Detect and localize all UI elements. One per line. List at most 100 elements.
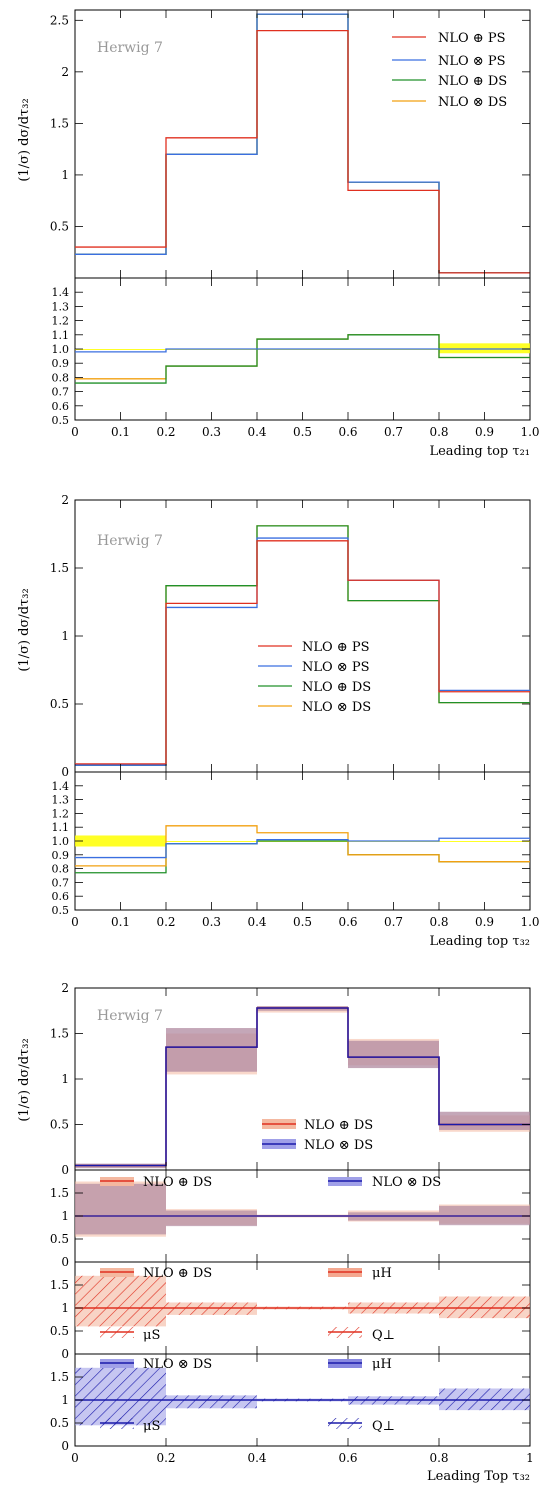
p2-xtick-label: 0.4 — [247, 915, 266, 929]
p2-xtick-label: 0 — [71, 915, 79, 929]
p3-ratio3-ytick-label: 0.5 — [50, 1416, 69, 1430]
panel-1-watermark: Herwig 7 — [97, 40, 163, 56]
p2-main-ytick-label: 0 — [61, 765, 69, 779]
p1-xtick-label: 0.9 — [475, 425, 494, 439]
p2-xtick-label: 0.3 — [202, 915, 221, 929]
p1-xtick-label: 0.2 — [156, 425, 175, 439]
panel-3-watermark: Herwig 7 — [97, 1008, 163, 1024]
p1-xtick-label: 0.3 — [202, 425, 221, 439]
p3-ratio1-ytick-label: 0.5 — [50, 1232, 69, 1246]
p1-xtick-label: 0.5 — [293, 425, 312, 439]
panel-2-ratio-series — [75, 825, 530, 874]
ratio1-band-otimes-1 — [166, 1210, 257, 1227]
legend-label-nlo-otimes-ps: NLO ⊗ PS — [302, 660, 369, 675]
p2-xtick-label: 0.6 — [338, 915, 357, 929]
p1-xtick-label: 0.7 — [384, 425, 403, 439]
p1-xtick-label: 0.1 — [111, 425, 130, 439]
panel-3-ratio1-series — [75, 1181, 530, 1237]
p2-xtick-label: 0.7 — [384, 915, 403, 929]
p3-ratio1-ytick-label: 0 — [61, 1255, 69, 1269]
p3-ratio2-ytick-label: 1.5 — [50, 1278, 69, 1292]
p1-main-ytick-label: 1.5 — [50, 116, 69, 130]
panel-2-x-axis-label: Leading top τ₃₂ — [429, 934, 530, 949]
panel-3-x-axis-label: Leading Top τ₃₂ — [427, 1469, 530, 1484]
p2-ratio-ytick-label: 0.6 — [52, 890, 70, 903]
p2-ratio-ytick-label: 1.0 — [52, 835, 70, 848]
p3-ratio2-ytick-label: 0.5 — [50, 1324, 69, 1338]
p3-main-ytick-label: 0 — [61, 1163, 69, 1177]
p3-xtick-label: 0.4 — [247, 1451, 266, 1465]
p2-ratio-ytick-label: 1.2 — [52, 807, 70, 820]
p2-main-ytick-label: 0.5 — [50, 697, 69, 711]
ratio1-band-otimes-0 — [75, 1183, 166, 1235]
panel-3-main-series — [75, 1006, 530, 1169]
p1-main-ytick-label: 2.5 — [50, 13, 69, 27]
p1-ratio-ytick-label: 0.6 — [52, 400, 70, 413]
legend-label-nlo-oplus-ds: NLO ⊕ DS — [304, 1118, 373, 1133]
ratio3-title: NLO ⊗ DS — [143, 1357, 212, 1372]
ratio2-mus-label: μS — [143, 1328, 160, 1343]
p1-xtick-label: 0.8 — [429, 425, 448, 439]
p3-ratio3-ytick-label: 0 — [61, 1439, 69, 1453]
panel-2-watermark: Herwig 7 — [97, 533, 163, 549]
p3-ratio1-ytick-label: 1.5 — [50, 1186, 69, 1200]
panel-3-legend: NLO ⊕ DS NLO ⊗ DS NLO ⊕ DS NLO ⊗ DS NLO … — [100, 1118, 441, 1434]
p1-ratio-ytick-label: 0.5 — [52, 414, 70, 427]
panel-3-ratio2-series — [75, 1275, 530, 1327]
p2-ratio-ytick-label: 0.8 — [52, 863, 70, 876]
ratio2-muh-label: μH — [372, 1266, 392, 1281]
p2-xtick-label: 0.2 — [156, 915, 175, 929]
legend-label-nlo-oplus-ps: NLO ⊕ PS — [302, 640, 369, 655]
ratio-band-4 — [439, 841, 530, 842]
panel-1-y-axis-label: (1/σ) dσ/dτ₃₂ — [17, 98, 32, 181]
legend-label-nlo-otimes-ds: NLO ⊗ DS — [438, 95, 507, 110]
ratio1-label-otimes: NLO ⊗ DS — [372, 1175, 441, 1190]
p1-ratio-ytick-label: 1.3 — [52, 300, 70, 313]
band-nlo-otimes-ds-1 — [166, 1028, 257, 1072]
legend-label-nlo-otimes-ps: NLO ⊗ PS — [438, 54, 505, 69]
band-nlo-otimes-ds-3 — [348, 1040, 439, 1069]
p3-xtick-label: 0.2 — [156, 1451, 175, 1465]
p2-main-ytick-label: 1.5 — [50, 561, 69, 575]
ratio-blue — [75, 837, 530, 859]
p3-xtick-label: 1 — [526, 1451, 534, 1465]
p1-xtick-label: 1.0 — [520, 425, 539, 439]
panel-3-ratio3-series — [75, 1367, 530, 1426]
legend-label-nlo-oplus-ds: NLO ⊕ DS — [438, 74, 507, 89]
panel-3: Herwig 7 (1/σ) dσ/dτ₃₂ Leading Top τ₃₂ 0… — [17, 981, 534, 1484]
p1-main-ytick-label: 0.5 — [50, 219, 69, 233]
band-nlo-otimes-ds-4 — [439, 1111, 530, 1130]
legend-label-nlo-oplus-ds: NLO ⊕ DS — [302, 680, 371, 695]
p2-ratio-ytick-label: 1.3 — [52, 794, 70, 807]
series-nlo-oplus-ds — [75, 1007, 530, 1167]
ratio3-muh-label: μH — [372, 1357, 392, 1372]
p2-xtick-label: 1.0 — [520, 915, 539, 929]
panel-2-y-axis-label: (1/σ) dσ/dτ₃₂ — [17, 588, 32, 671]
ratio1-label-oplus: NLO ⊕ DS — [143, 1175, 212, 1190]
p1-ratio-ytick-label: 1.0 — [52, 343, 70, 356]
panel-1-ratio-series — [75, 334, 530, 384]
p1-ratio-ytick-label: 1.4 — [52, 286, 70, 299]
p2-xtick-label: 0.8 — [429, 915, 448, 929]
p3-xtick-label: 0.6 — [338, 1451, 357, 1465]
p1-ratio-ytick-label: 1.1 — [52, 329, 70, 342]
p3-ratio1-ytick-label: 1 — [61, 1209, 69, 1223]
ratio3-qperp-label: Q⊥ — [372, 1419, 395, 1434]
p1-main-ytick-label: 2 — [61, 65, 69, 79]
ratio-band-0 — [75, 835, 166, 847]
p1-ratio-ytick-label: 1.2 — [52, 315, 70, 328]
panel-1-legend: NLO ⊕ PS NLO ⊗ PS NLO ⊕ DS NLO ⊗ DS — [392, 31, 507, 110]
ratio2-qperp-label: Q⊥ — [372, 1328, 395, 1343]
p3-main-ytick-label: 2 — [61, 981, 69, 995]
series-nlo-otimes-ds — [75, 1007, 530, 1167]
p1-xtick-label: 0 — [71, 425, 79, 439]
panel-2-ticks: 00.511.520.50.60.70.80.91.01.11.21.31.40… — [50, 493, 540, 929]
p2-ratio-ytick-label: 0.9 — [52, 849, 70, 862]
p3-main-ytick-label: 1.5 — [50, 1027, 69, 1041]
legend-label-nlo-oplus-ps: NLO ⊕ PS — [438, 31, 505, 46]
p2-ratio-ytick-label: 1.1 — [52, 821, 70, 834]
legend-label-nlo-otimes-ds: NLO ⊗ DS — [302, 700, 371, 715]
ratio-band-0 — [75, 349, 166, 350]
p1-main-ytick-label: 1 — [61, 168, 69, 182]
ratio-band-4 — [439, 343, 530, 354]
